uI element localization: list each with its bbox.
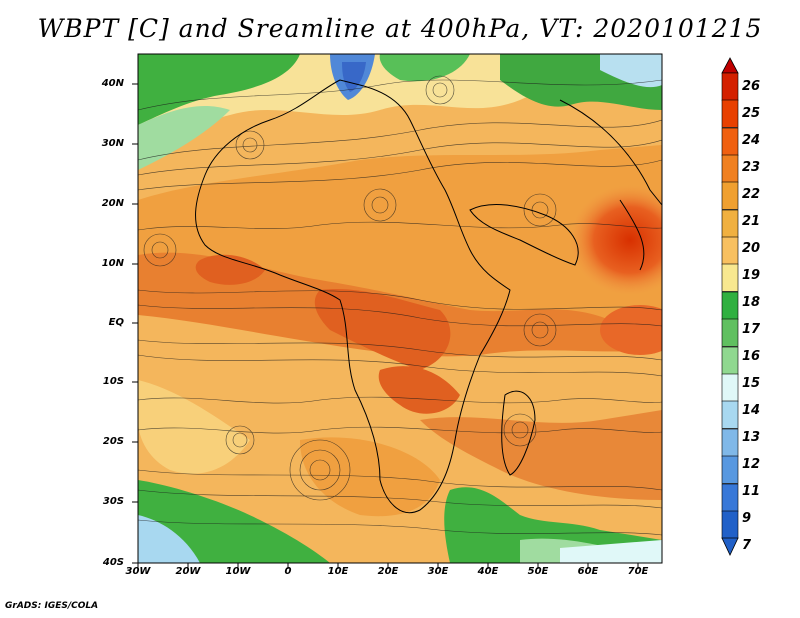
lat-label: 10N — [101, 258, 124, 269]
colorbar-label: 19 — [742, 268, 761, 283]
colorbar-swatch — [721, 263, 739, 292]
colorbar-swatch — [721, 127, 739, 156]
colorbar-label: 26 — [742, 79, 761, 94]
streamlines — [138, 75, 662, 536]
lat-label: 10S — [102, 376, 124, 387]
colorbar-swatch — [721, 72, 739, 101]
colorbar-label: 25 — [742, 106, 761, 121]
lat-label: 30N — [101, 138, 124, 149]
coastlines — [195, 79, 662, 514]
colorbar-label: 15 — [742, 376, 761, 391]
lon-label: 50E — [527, 566, 549, 577]
colorbar-swatch — [721, 400, 739, 429]
colorbar-bottom-arrow — [721, 537, 739, 556]
lat-label: 30S — [102, 496, 124, 507]
lon-label: 10W — [225, 566, 251, 577]
colorbar-swatch — [721, 236, 739, 265]
shaded-field — [138, 54, 662, 563]
colorbar-label: 23 — [742, 160, 761, 175]
grads-credit: GrADS: IGES/COLA — [5, 601, 99, 611]
colorbar-swatch — [721, 154, 739, 183]
colorbar-swatch — [721, 99, 739, 128]
colorbar-label: 17 — [742, 322, 761, 337]
colorbar-label: 14 — [742, 403, 761, 418]
colorbar-label: 11 — [742, 484, 761, 499]
colorbar-label: 12 — [742, 457, 761, 472]
lon-label: 0 — [284, 566, 292, 577]
lat-label: 20N — [101, 198, 124, 209]
lon-label: 10E — [327, 566, 349, 577]
colorbar-label: 18 — [742, 295, 761, 310]
colorbar-swatch — [721, 346, 739, 375]
axis-ticks — [132, 83, 639, 569]
colorbar-swatch — [721, 318, 739, 347]
colorbar-label: 24 — [742, 133, 761, 148]
lat-label: 40N — [101, 78, 124, 89]
colorbar-swatch — [721, 291, 739, 320]
colorbar-swatch — [721, 209, 739, 238]
colorbar — [721, 57, 739, 556]
lat-label: 20S — [102, 436, 124, 447]
colorbar-label: 9 — [742, 511, 752, 526]
map-title: WBPT [C] and Sreamline at 400hPa, VT: 20… — [37, 14, 763, 43]
lon-label: 40E — [477, 566, 499, 577]
lon-label: 70E — [627, 566, 649, 577]
colorbar-label: 16 — [742, 349, 761, 364]
lon-label: 20W — [175, 566, 201, 577]
colorbar-swatch — [721, 510, 739, 539]
colorbar-label: 21 — [742, 214, 761, 229]
lon-label: 30E — [427, 566, 449, 577]
lon-label: 60E — [577, 566, 599, 577]
lat-label: 40S — [102, 557, 124, 568]
colorbar-swatch — [721, 483, 739, 512]
colorbar-swatch — [721, 373, 739, 402]
colorbar-top-arrow — [721, 57, 739, 74]
colorbar-swatch — [721, 181, 739, 210]
lon-label: 20E — [377, 566, 399, 577]
colorbar-label: 7 — [742, 538, 752, 553]
lat-label: EQ — [108, 317, 124, 328]
colorbar-swatch — [721, 428, 739, 457]
colorbar-label: 22 — [742, 187, 761, 202]
colorbar-swatch — [721, 455, 739, 484]
colorbar-label: 13 — [742, 430, 761, 445]
colorbar-label: 20 — [742, 241, 761, 256]
lon-label: 30W — [125, 566, 151, 577]
